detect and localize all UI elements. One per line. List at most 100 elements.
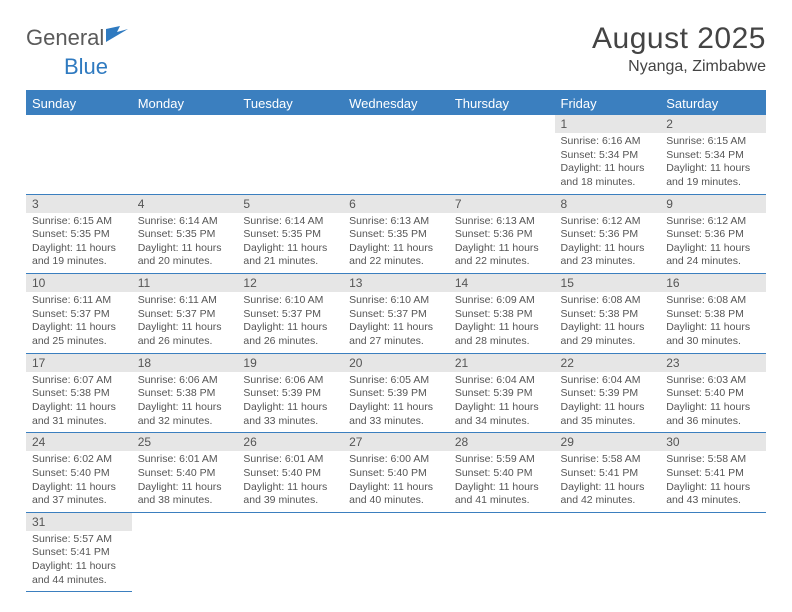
day-number: 16 [660,274,766,292]
calendar-cell: 30Sunrise: 5:58 AMSunset: 5:41 PMDayligh… [660,433,766,513]
day-number: 11 [132,274,238,292]
day-header-fri: Friday [555,91,661,115]
day-content: Sunrise: 6:01 AMSunset: 5:40 PMDaylight:… [237,451,343,512]
day-number: 20 [343,354,449,372]
calendar-cell: 8Sunrise: 6:12 AMSunset: 5:36 PMDaylight… [555,194,661,274]
calendar-cell: 23Sunrise: 6:03 AMSunset: 5:40 PMDayligh… [660,353,766,433]
day-header-tue: Tuesday [237,91,343,115]
day-content: Sunrise: 5:58 AMSunset: 5:41 PMDaylight:… [660,451,766,512]
day-number: 25 [132,433,238,451]
day-number: 21 [449,354,555,372]
day-content: Sunrise: 5:57 AMSunset: 5:41 PMDaylight:… [26,531,132,592]
calendar-cell: 28Sunrise: 5:59 AMSunset: 5:40 PMDayligh… [449,433,555,513]
day-content: Sunrise: 6:13 AMSunset: 5:36 PMDaylight:… [449,213,555,274]
day-content: Sunrise: 6:14 AMSunset: 5:35 PMDaylight:… [237,213,343,274]
calendar-cell: 12Sunrise: 6:10 AMSunset: 5:37 PMDayligh… [237,274,343,354]
calendar-cell: 7Sunrise: 6:13 AMSunset: 5:36 PMDaylight… [449,194,555,274]
calendar-cell: 3Sunrise: 6:15 AMSunset: 5:35 PMDaylight… [26,194,132,274]
calendar-row: 31Sunrise: 5:57 AMSunset: 5:41 PMDayligh… [26,512,766,592]
day-number: 9 [660,195,766,213]
day-number: 4 [132,195,238,213]
day-number: 31 [26,513,132,531]
calendar-cell [132,115,238,194]
calendar-cell [343,512,449,592]
day-content: Sunrise: 6:09 AMSunset: 5:38 PMDaylight:… [449,292,555,353]
title-block: August 2025 Nyanga, Zimbabwe [592,22,766,76]
day-number: 30 [660,433,766,451]
day-number: 24 [26,433,132,451]
calendar-cell: 1Sunrise: 6:16 AMSunset: 5:34 PMDaylight… [555,115,661,194]
calendar-cell: 24Sunrise: 6:02 AMSunset: 5:40 PMDayligh… [26,433,132,513]
day-content: Sunrise: 6:01 AMSunset: 5:40 PMDaylight:… [132,451,238,512]
day-number: 23 [660,354,766,372]
day-content: Sunrise: 5:59 AMSunset: 5:40 PMDaylight:… [449,451,555,512]
day-content: Sunrise: 6:03 AMSunset: 5:40 PMDaylight:… [660,372,766,433]
day-number: 13 [343,274,449,292]
calendar-row: 17Sunrise: 6:07 AMSunset: 5:38 PMDayligh… [26,353,766,433]
day-content: Sunrise: 6:10 AMSunset: 5:37 PMDaylight:… [237,292,343,353]
day-content: Sunrise: 6:12 AMSunset: 5:36 PMDaylight:… [555,213,661,274]
day-number: 2 [660,115,766,133]
day-content: Sunrise: 6:07 AMSunset: 5:38 PMDaylight:… [26,372,132,433]
calendar-body: 1Sunrise: 6:16 AMSunset: 5:34 PMDaylight… [26,115,766,592]
calendar-cell: 29Sunrise: 5:58 AMSunset: 5:41 PMDayligh… [555,433,661,513]
day-number: 29 [555,433,661,451]
day-content: Sunrise: 6:15 AMSunset: 5:34 PMDaylight:… [660,133,766,194]
day-number: 3 [26,195,132,213]
calendar-cell: 6Sunrise: 6:13 AMSunset: 5:35 PMDaylight… [343,194,449,274]
calendar-cell: 26Sunrise: 6:01 AMSunset: 5:40 PMDayligh… [237,433,343,513]
day-number: 17 [26,354,132,372]
calendar-cell: 11Sunrise: 6:11 AMSunset: 5:37 PMDayligh… [132,274,238,354]
day-number: 8 [555,195,661,213]
calendar-row: 10Sunrise: 6:11 AMSunset: 5:37 PMDayligh… [26,274,766,354]
calendar-cell: 20Sunrise: 6:05 AMSunset: 5:39 PMDayligh… [343,353,449,433]
flag-icon [106,22,128,48]
calendar-cell: 21Sunrise: 6:04 AMSunset: 5:39 PMDayligh… [449,353,555,433]
day-content: Sunrise: 6:05 AMSunset: 5:39 PMDaylight:… [343,372,449,433]
day-content: Sunrise: 6:08 AMSunset: 5:38 PMDaylight:… [555,292,661,353]
calendar-cell [343,115,449,194]
day-content: Sunrise: 6:08 AMSunset: 5:38 PMDaylight:… [660,292,766,353]
calendar-cell: 4Sunrise: 6:14 AMSunset: 5:35 PMDaylight… [132,194,238,274]
day-content: Sunrise: 6:04 AMSunset: 5:39 PMDaylight:… [555,372,661,433]
calendar-cell: 22Sunrise: 6:04 AMSunset: 5:39 PMDayligh… [555,353,661,433]
month-title: August 2025 [592,22,766,56]
calendar-cell: 18Sunrise: 6:06 AMSunset: 5:38 PMDayligh… [132,353,238,433]
calendar-cell [660,512,766,592]
day-number: 26 [237,433,343,451]
calendar-row: 3Sunrise: 6:15 AMSunset: 5:35 PMDaylight… [26,194,766,274]
day-content: Sunrise: 6:06 AMSunset: 5:38 PMDaylight:… [132,372,238,433]
calendar-cell: 27Sunrise: 6:00 AMSunset: 5:40 PMDayligh… [343,433,449,513]
day-number: 22 [555,354,661,372]
calendar-cell: 16Sunrise: 6:08 AMSunset: 5:38 PMDayligh… [660,274,766,354]
calendar-table: Sunday Monday Tuesday Wednesday Thursday… [26,90,766,592]
calendar-cell: 13Sunrise: 6:10 AMSunset: 5:37 PMDayligh… [343,274,449,354]
day-header-mon: Monday [132,91,238,115]
day-content: Sunrise: 6:06 AMSunset: 5:39 PMDaylight:… [237,372,343,433]
location: Nyanga, Zimbabwe [592,58,766,76]
day-content: Sunrise: 6:16 AMSunset: 5:34 PMDaylight:… [555,133,661,194]
day-number: 6 [343,195,449,213]
calendar-cell: 10Sunrise: 6:11 AMSunset: 5:37 PMDayligh… [26,274,132,354]
day-content: Sunrise: 6:12 AMSunset: 5:36 PMDaylight:… [660,213,766,274]
day-number: 12 [237,274,343,292]
calendar-cell: 2Sunrise: 6:15 AMSunset: 5:34 PMDaylight… [660,115,766,194]
day-content: Sunrise: 6:11 AMSunset: 5:37 PMDaylight:… [132,292,238,353]
day-number: 7 [449,195,555,213]
day-content: Sunrise: 6:11 AMSunset: 5:37 PMDaylight:… [26,292,132,353]
day-content: Sunrise: 6:10 AMSunset: 5:37 PMDaylight:… [343,292,449,353]
day-header-sat: Saturday [660,91,766,115]
day-content: Sunrise: 5:58 AMSunset: 5:41 PMDaylight:… [555,451,661,512]
calendar-cell [132,512,238,592]
calendar-cell: 15Sunrise: 6:08 AMSunset: 5:38 PMDayligh… [555,274,661,354]
logo: General [26,22,128,54]
day-number: 27 [343,433,449,451]
calendar-cell: 9Sunrise: 6:12 AMSunset: 5:36 PMDaylight… [660,194,766,274]
day-content: Sunrise: 6:04 AMSunset: 5:39 PMDaylight:… [449,372,555,433]
day-content: Sunrise: 6:14 AMSunset: 5:35 PMDaylight:… [132,213,238,274]
day-number: 15 [555,274,661,292]
calendar-cell: 19Sunrise: 6:06 AMSunset: 5:39 PMDayligh… [237,353,343,433]
day-number: 19 [237,354,343,372]
calendar-cell [555,512,661,592]
day-header-thu: Thursday [449,91,555,115]
